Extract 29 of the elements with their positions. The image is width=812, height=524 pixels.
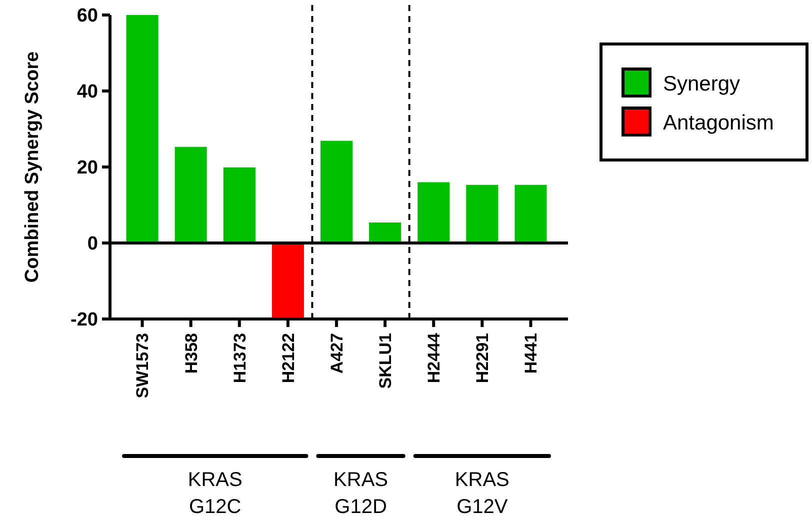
legend-label: Synergy [663, 72, 741, 96]
text: KRAS G12V [454, 469, 510, 518]
x-tick-label: H441 [522, 333, 541, 374]
x-tick-label: SW1573 [133, 333, 152, 398]
y-tick-label: -20 [70, 310, 98, 331]
text: KRAS G12C [188, 469, 242, 518]
bar [514, 184, 547, 243]
bar [223, 167, 256, 243]
bar [320, 140, 353, 243]
bar [418, 182, 450, 243]
x-tick-label: H2291 [473, 333, 492, 384]
y-tick-label: 40 [76, 82, 98, 103]
y-tick-label: 0 [87, 234, 98, 255]
bar [174, 146, 207, 243]
bar [126, 15, 158, 243]
bar [466, 184, 498, 243]
legend-label: Antagonism [663, 111, 774, 134]
text: KRAS G12D [334, 469, 388, 518]
x-tick-label: SKLU1 [376, 333, 396, 389]
y-axis-title: Combined Synergy Score [22, 51, 43, 283]
bar [369, 222, 402, 243]
x-tick-label: H1373 [230, 333, 250, 384]
x-tick-label: H358 [182, 333, 201, 374]
x-tick-label: A427 [327, 333, 346, 374]
x-tick-label: H2444 [424, 332, 444, 384]
x-tick-label: H2122 [278, 333, 298, 384]
y-tick-label: 60 [76, 6, 98, 27]
y-tick-label: 20 [76, 158, 98, 179]
bar [272, 243, 304, 319]
